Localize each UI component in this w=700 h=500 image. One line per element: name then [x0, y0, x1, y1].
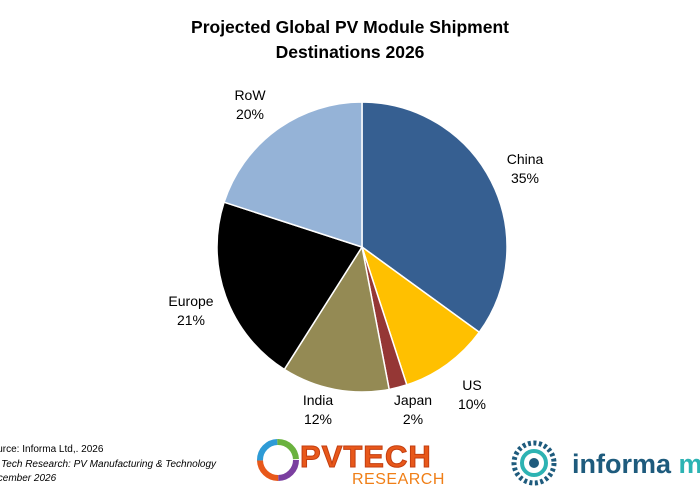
slice-label-row: RoW 20%	[225, 86, 275, 124]
pie-slice-china	[361, 101, 508, 334]
pvtech-wordmark: PVTECH	[300, 439, 432, 474]
slice-label-china-name: China	[506, 151, 544, 167]
slice-label-china: China 35%	[495, 150, 555, 188]
slice-label-japan-name: Japan	[393, 392, 433, 408]
pvtech-research-text: RESEARCH	[352, 471, 445, 488]
informa-markets-logo: informa markets	[508, 435, 700, 495]
pvtech-research-logo: PVTECH RESEARCH	[256, 438, 446, 492]
informa-main-text: informa	[572, 449, 672, 479]
pie-slice-us	[360, 245, 481, 386]
slice-label-india-name: India	[302, 392, 334, 408]
slice-label-us-value: 10%	[457, 396, 487, 412]
source-line-3: December 2026	[0, 473, 57, 484]
pie-slice-india	[283, 244, 391, 393]
informa-wordmark: informa markets	[572, 448, 700, 480]
slice-label-row-value: 20%	[235, 106, 265, 122]
slice-label-row-name: RoW	[234, 87, 266, 103]
informa-accent-text: markets	[678, 449, 700, 479]
slice-label-china-value: 35%	[510, 170, 540, 186]
pie-slice-europe	[216, 201, 364, 371]
slice-label-us-name: US	[462, 377, 482, 393]
informa-ring-icon	[511, 440, 557, 486]
slice-label-europe: Europe 21%	[158, 292, 224, 330]
chart-title-line-1: Projected Global PV Module Shipment	[191, 17, 509, 37]
slice-label-us: US 10%	[450, 376, 494, 414]
slice-label-india: India 12%	[290, 391, 346, 429]
chart-title-line-2: Destinations 2026	[275, 42, 425, 62]
pvtech-swirl-icon	[257, 439, 299, 481]
source-note: Source: Informa Ltd,. 2026 PV Tech Resea…	[0, 443, 230, 487]
slice-label-japan: Japan 2%	[385, 391, 441, 429]
slice-label-india-value: 12%	[303, 411, 333, 427]
slice-label-japan-value: 2%	[402, 411, 424, 427]
source-line-2: PV Tech Research: PV Manufacturing & Tec…	[0, 458, 217, 470]
source-line-1: Source: Informa Ltd,. 2026	[0, 444, 104, 455]
slice-label-europe-value: 21%	[176, 312, 206, 328]
slice-label-europe-name: Europe	[168, 293, 214, 309]
pie-slice-row	[223, 101, 363, 249]
chart-title: Projected Global PV Module Shipment Dest…	[0, 15, 700, 65]
